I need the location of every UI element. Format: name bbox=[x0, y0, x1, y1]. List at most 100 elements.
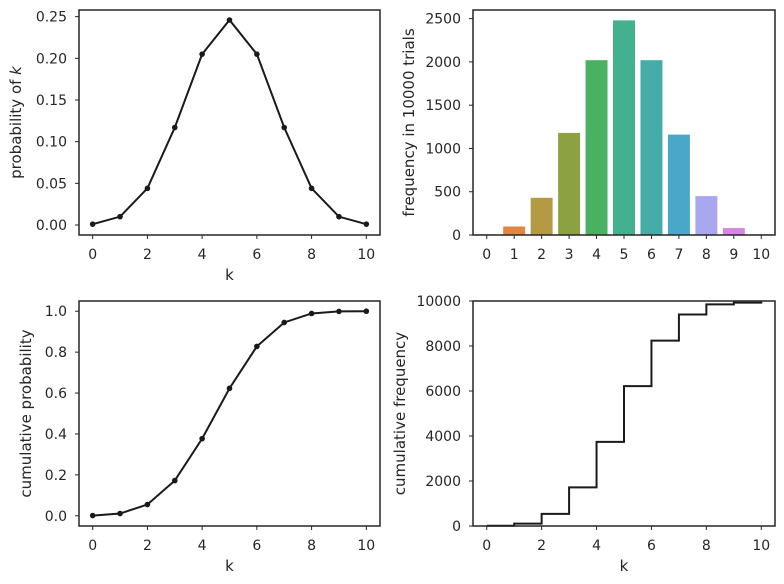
y-tick-label: 6000 bbox=[425, 384, 461, 400]
x-tick-label: 8 bbox=[702, 247, 711, 263]
point-k2 bbox=[144, 501, 151, 508]
x-tick-label: 2 bbox=[537, 247, 546, 263]
x-tick-label: 2 bbox=[537, 538, 546, 554]
bar-4 bbox=[585, 60, 608, 235]
point-k5 bbox=[226, 17, 233, 23]
subplot-hist: 0 1 2 3 4 5 6 7 8 9 10 0 500 1000 1500 2000 2500 frequenc… bbox=[400, 9, 776, 263]
y-tick-label: 0.2 bbox=[45, 468, 67, 484]
y-tick-label: 500 bbox=[434, 185, 461, 201]
y-tick-label: 0.15 bbox=[36, 93, 67, 109]
point-k7 bbox=[281, 319, 288, 326]
axes-frame bbox=[78, 300, 381, 527]
axes-frame bbox=[78, 9, 381, 236]
point-k1 bbox=[117, 510, 123, 517]
x-tick-label: 4 bbox=[198, 247, 207, 263]
x-tick-label: 10 bbox=[357, 538, 375, 554]
y-tick-label: 2000 bbox=[425, 474, 461, 490]
x-tick-label: 10 bbox=[752, 538, 770, 554]
subplot-cumfreq: 0 2 4 6 8 10 0 2000 4000 6000 8000 10000 k cumulative… bbox=[391, 294, 776, 575]
x-tick-label: 3 bbox=[565, 247, 574, 263]
y-axis-label-italic: k bbox=[7, 65, 25, 75]
x-tick-label: 4 bbox=[592, 247, 601, 263]
x-tick-label: 10 bbox=[357, 247, 375, 263]
y-tick-label: 0.8 bbox=[45, 345, 67, 361]
point-k4 bbox=[199, 435, 205, 442]
x-axis-label: k bbox=[225, 557, 234, 575]
y-tick-label: 1.0 bbox=[45, 304, 67, 320]
y-tick-label: 0.05 bbox=[36, 176, 67, 192]
y-axis-label: cumulative frequency bbox=[391, 332, 409, 496]
y-tick-label: 1500 bbox=[425, 98, 461, 114]
point-k5 bbox=[226, 385, 233, 392]
point-k0 bbox=[89, 512, 96, 519]
point-k2 bbox=[144, 185, 151, 192]
x-tick-label: 10 bbox=[752, 247, 770, 263]
x-tick-label: 8 bbox=[307, 247, 316, 263]
x-tick-label: 0 bbox=[482, 538, 491, 554]
x-axis-label: k bbox=[620, 557, 629, 575]
bar-8 bbox=[695, 196, 718, 235]
point-k10 bbox=[363, 221, 370, 227]
series-line-cdf bbox=[92, 310, 367, 517]
point-k6 bbox=[254, 51, 260, 57]
point-k10 bbox=[363, 308, 370, 315]
point-k3 bbox=[171, 124, 178, 131]
x-tick-label: 0 bbox=[88, 538, 97, 554]
point-k9 bbox=[336, 308, 342, 315]
point-k4 bbox=[199, 51, 205, 57]
y-tick-label: 0 bbox=[452, 519, 461, 535]
series-line-pmf bbox=[92, 18, 367, 226]
y-tick-label: 2000 bbox=[425, 55, 461, 71]
y-tick-label: 0.20 bbox=[36, 51, 67, 67]
subplot-pmf: 0 2 4 6 8 100.000.050.100.150.200.25kprobabil… bbox=[7, 9, 381, 284]
bar-2 bbox=[530, 197, 553, 235]
y-axis-label-text: cumulative probability bbox=[17, 329, 35, 497]
x-axis-label: k bbox=[225, 266, 234, 284]
y-axis-label-text: probability of bbox=[7, 75, 25, 179]
x-tick-label: 6 bbox=[252, 538, 261, 554]
y-axis-label: cumulative probability bbox=[17, 329, 35, 497]
y-tick-label: 0 bbox=[452, 228, 461, 244]
point-k0 bbox=[89, 221, 96, 227]
y-tick-label: 4000 bbox=[425, 429, 461, 445]
y-axis-label: frequency in 10000 trials bbox=[400, 28, 418, 217]
x-tick-label: 8 bbox=[702, 538, 711, 554]
point-k8 bbox=[308, 310, 315, 317]
x-tick-label: 2 bbox=[143, 538, 152, 554]
y-tick-label: 10000 bbox=[416, 294, 461, 310]
series-line-cumfreq bbox=[486, 301, 763, 527]
y-tick-label: 0.10 bbox=[36, 135, 67, 151]
x-tick-label: 6 bbox=[647, 247, 656, 263]
bar-9 bbox=[722, 228, 745, 235]
y-tick-label: 0.25 bbox=[36, 10, 67, 26]
point-k9 bbox=[336, 213, 342, 220]
point-k7 bbox=[281, 124, 288, 131]
point-k3 bbox=[171, 477, 178, 484]
x-tick-label: 7 bbox=[674, 247, 683, 263]
bar-7 bbox=[667, 134, 690, 235]
x-tick-label: 5 bbox=[620, 247, 629, 263]
point-k1 bbox=[117, 213, 123, 220]
x-tick-label: 0 bbox=[482, 247, 491, 263]
x-tick-label: 9 bbox=[729, 247, 738, 263]
x-tick-label: 2 bbox=[143, 247, 152, 263]
y-tick-label: 0.00 bbox=[36, 218, 67, 234]
bar-6 bbox=[640, 60, 663, 235]
y-tick-label: 0.4 bbox=[45, 427, 67, 443]
y-axis-label: probability of k bbox=[7, 65, 25, 179]
y-tick-label: 0.0 bbox=[45, 509, 67, 525]
bar-1 bbox=[503, 226, 526, 235]
x-tick-label: 1 bbox=[510, 247, 519, 263]
bar-5 bbox=[613, 20, 635, 236]
y-tick-label: 0.6 bbox=[45, 386, 67, 402]
x-tick-label: 8 bbox=[307, 538, 316, 554]
x-tick-label: 4 bbox=[198, 538, 207, 554]
y-axis-label-text: frequency in 10000 trials bbox=[400, 28, 418, 217]
point-k8 bbox=[308, 185, 315, 192]
y-tick-label: 1000 bbox=[425, 141, 461, 157]
bar-3 bbox=[558, 132, 581, 235]
y-tick-label: 8000 bbox=[425, 339, 461, 355]
y-axis-label-text: cumulative frequency bbox=[391, 332, 409, 496]
subplot-cdf: 0 2 4 6 8 10 0.0 0.2 0.4 0.6 0.8 1.0 k cumulative pro… bbox=[17, 300, 381, 575]
